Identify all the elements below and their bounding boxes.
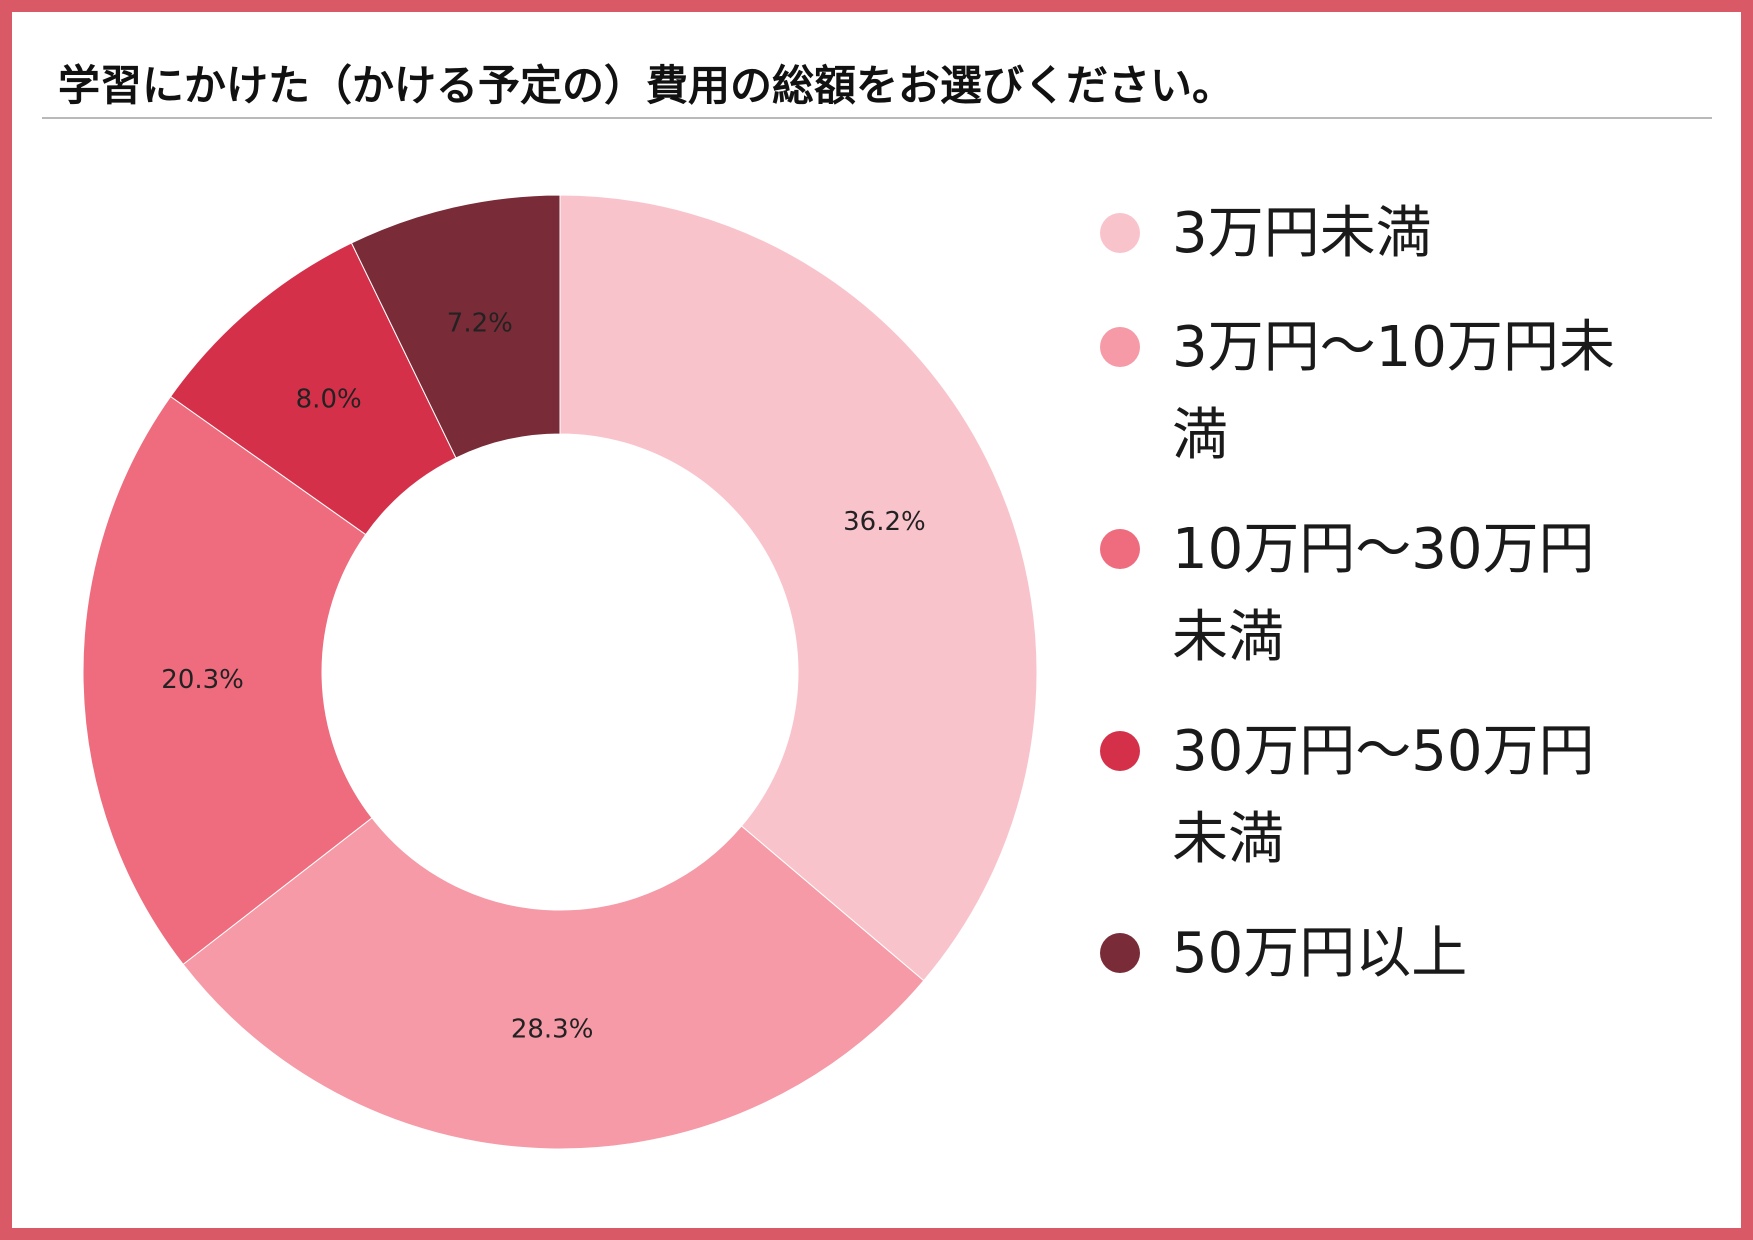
legend-item: 10万円～30万円未満 bbox=[1100, 506, 1660, 682]
legend-label: 50万円以上 bbox=[1172, 921, 1468, 986]
legend-item: 50万円以上 bbox=[1100, 910, 1660, 998]
legend-swatch-icon bbox=[1100, 529, 1140, 569]
donut-slices bbox=[82, 194, 1038, 1150]
data-label: 8.0% bbox=[296, 384, 362, 414]
data-label: 20.3% bbox=[161, 665, 244, 695]
donut-slice bbox=[559, 194, 1038, 982]
data-label: 28.3% bbox=[511, 1014, 594, 1044]
legend-label: 30万円～50万円未満 bbox=[1172, 719, 1595, 872]
legend-swatch-icon bbox=[1100, 213, 1140, 253]
legend-label: 3万円～10万円未満 bbox=[1172, 315, 1615, 468]
data-label: 7.2% bbox=[447, 309, 513, 339]
title-divider bbox=[42, 117, 1712, 119]
legend-swatch-icon bbox=[1100, 327, 1140, 367]
legend-item: 3万円未満 bbox=[1100, 190, 1660, 278]
donut-slice bbox=[182, 817, 925, 1150]
data-label: 36.2% bbox=[843, 507, 926, 537]
legend-swatch-icon bbox=[1100, 933, 1140, 973]
chart-title: 学習にかけた（かける予定の）費用の総額をお選びください。 bbox=[58, 61, 1235, 110]
legend-item: 30万円～50万円未満 bbox=[1100, 708, 1660, 884]
chart-legend: 3万円未満 3万円～10万円未満 10万円～30万円未満 30万円～50万円未満… bbox=[1100, 190, 1660, 1024]
legend-label: 3万円未満 bbox=[1172, 201, 1432, 266]
donut-data-labels: 36.2% 28.3% 20.3% 8.0% 7.2% bbox=[161, 309, 925, 1045]
legend-swatch-icon bbox=[1100, 731, 1140, 771]
legend-item: 3万円～10万円未満 bbox=[1100, 304, 1660, 480]
legend-label: 10万円～30万円未満 bbox=[1172, 517, 1595, 670]
donut-slice bbox=[82, 395, 373, 966]
donut-slice bbox=[350, 194, 561, 459]
